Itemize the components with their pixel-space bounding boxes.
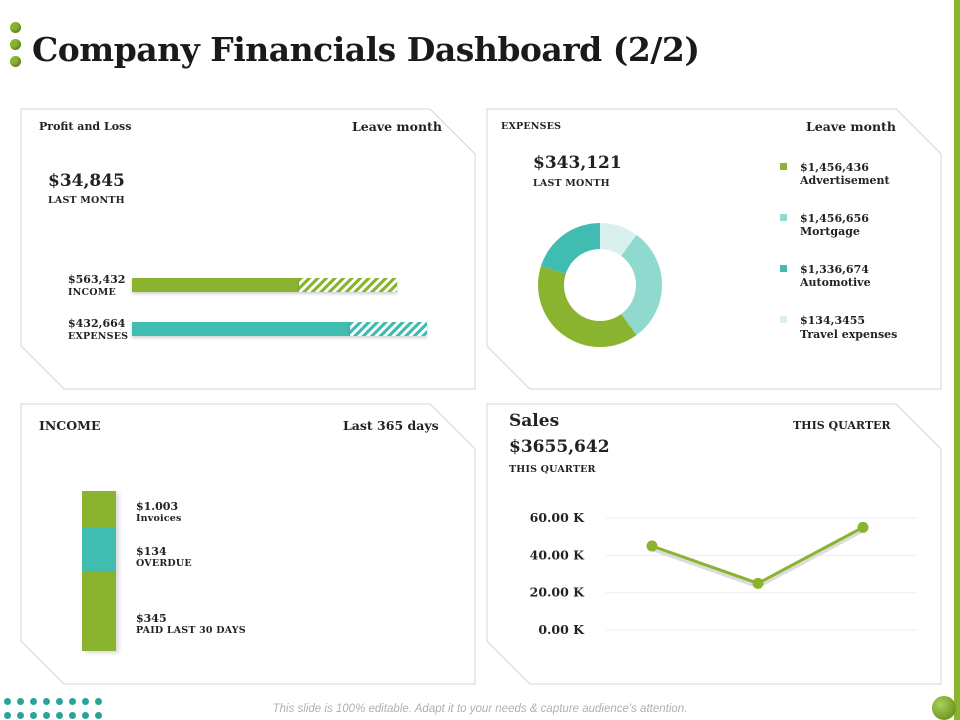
income-stacked-bar <box>82 491 116 651</box>
income-period: Last 365 days <box>343 418 439 433</box>
expenses-bar-label: EXPENSES <box>68 331 129 342</box>
income-invoices-value: $1.003 <box>136 500 179 513</box>
profit-loss-amount: $34,845 <box>48 171 125 191</box>
sales-point <box>857 521 869 533</box>
bar-solid-segment <box>132 322 351 336</box>
decorative-ball-icon <box>932 696 956 720</box>
legend-label-advertisement: Advertisement <box>800 174 890 187</box>
legend-label-mortgage: Mortgage <box>800 225 860 238</box>
profit-loss-card: Profit and Loss Leave month $34,845 LAST… <box>20 108 476 390</box>
bar-solid-segment <box>132 278 300 292</box>
expenses-donut-chart <box>538 223 662 347</box>
card-frame <box>20 403 476 685</box>
expenses-caption: LAST MONTH <box>533 178 610 189</box>
sales-point <box>752 577 764 589</box>
income-bar-label: INCOME <box>68 287 116 298</box>
legend-swatch-travel <box>780 316 787 323</box>
expenses-heading: EXPENSES <box>501 121 562 132</box>
card-frame <box>486 403 942 685</box>
sales-point <box>646 540 658 552</box>
donut-slice-travel-expenses <box>600 223 637 256</box>
legend-value-advertisement: $1,456,436 <box>800 161 869 174</box>
income-paid-label: PAID LAST 30 DAYS <box>136 625 246 636</box>
sales-amount: $3655,642 <box>509 437 610 457</box>
income-bar-value: $563,432 <box>68 273 126 286</box>
profit-loss-caption: LAST MONTH <box>48 195 125 206</box>
legend-value-travel: $134,3455 <box>800 314 866 327</box>
legend-value-mortgage: $1,456,656 <box>800 212 869 225</box>
donut-slice-mortgage <box>621 234 662 336</box>
legend-swatch-advertisement <box>780 163 787 170</box>
y-tick-label: 40.00 K <box>530 547 585 562</box>
income-overdue-label: OVERDUE <box>136 558 192 569</box>
legend-value-automotive: $1,336,674 <box>800 263 869 276</box>
title-dots-icon <box>10 22 21 73</box>
donut-slice-automotive <box>541 223 600 274</box>
y-tick-label: 20.00 K <box>530 585 585 600</box>
sales-period: THIS QUARTER <box>793 419 891 432</box>
y-tick-label: 60.00 K <box>530 510 585 525</box>
income-segment-0 <box>82 491 116 528</box>
y-tick-label: 0.00 K <box>538 622 585 637</box>
sales-caption: THIS QUARTER <box>509 464 596 475</box>
income-invoices-label: Invoices <box>136 513 182 524</box>
legend-swatch-mortgage <box>780 214 787 221</box>
profit-loss-heading: Profit and Loss <box>39 120 132 133</box>
sales-card: Sales $3655,642 THIS QUARTER THIS QUARTE… <box>486 403 942 685</box>
donut-slice-advertisement <box>538 265 637 347</box>
bar-hatched-segment <box>299 278 398 292</box>
income-overdue-value: $134 <box>136 545 167 558</box>
expenses-period: Leave month <box>806 119 896 134</box>
legend-swatch-automotive <box>780 265 787 272</box>
sales-line-chart: 0.00 K 20.00 K 40.00 K 60.00 K <box>530 510 916 637</box>
income-segment-1 <box>82 527 116 571</box>
income-card: INCOME Last 365 days $1.003 Invoices $13… <box>20 403 476 685</box>
card-frame <box>20 108 476 390</box>
legend-label-automotive: Automotive <box>800 276 871 289</box>
expenses-amount: $343,121 <box>533 153 622 173</box>
income-segment-2 <box>82 570 116 651</box>
footer-note: This slide is 100% editable. Adapt it to… <box>272 703 688 715</box>
expenses-bar-value: $432,664 <box>68 317 126 330</box>
page-title: Company Financials Dashboard (2/2) <box>32 30 700 69</box>
profit-loss-period: Leave month <box>352 119 442 134</box>
card-frame <box>486 108 942 390</box>
income-heading: INCOME <box>39 418 101 433</box>
expenses-card: EXPENSES Leave month $343,121 LAST MONTH… <box>486 108 942 390</box>
legend-label-travel: Travel expenses <box>800 328 898 341</box>
right-accent-bar <box>954 0 960 720</box>
income-paid-value: $345 <box>136 612 167 625</box>
bar-hatched-segment <box>350 322 427 336</box>
sales-heading: Sales <box>509 411 560 431</box>
